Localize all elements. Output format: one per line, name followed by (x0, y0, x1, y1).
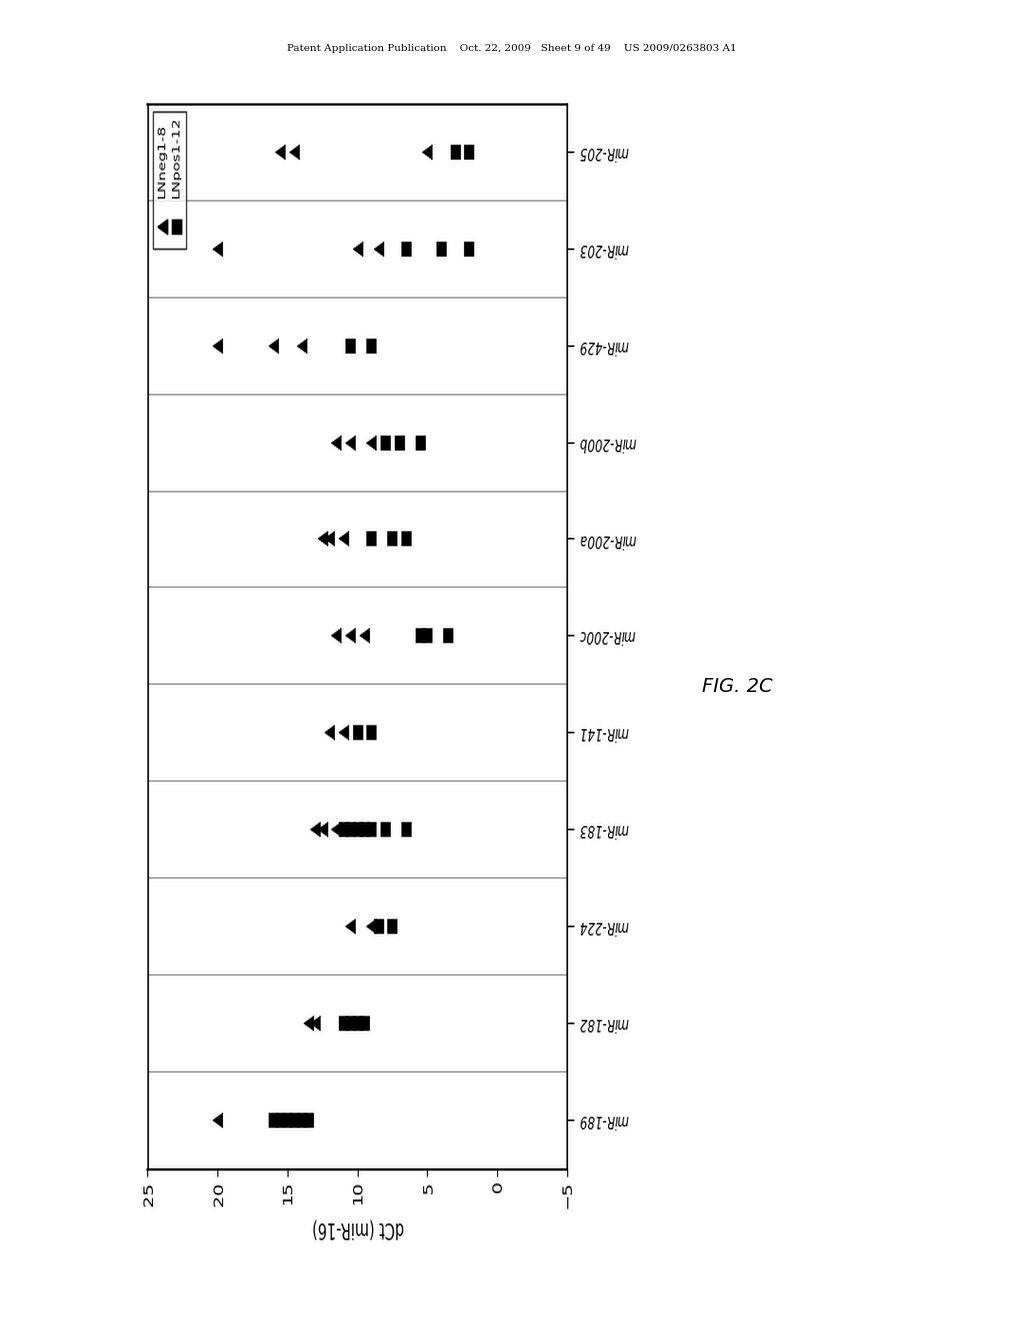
Text: Patent Application Publication    Oct. 22, 2009   Sheet 9 of 49    US 2009/02638: Patent Application Publication Oct. 22, … (287, 44, 737, 53)
Text: FIG. 2C: FIG. 2C (702, 677, 772, 696)
